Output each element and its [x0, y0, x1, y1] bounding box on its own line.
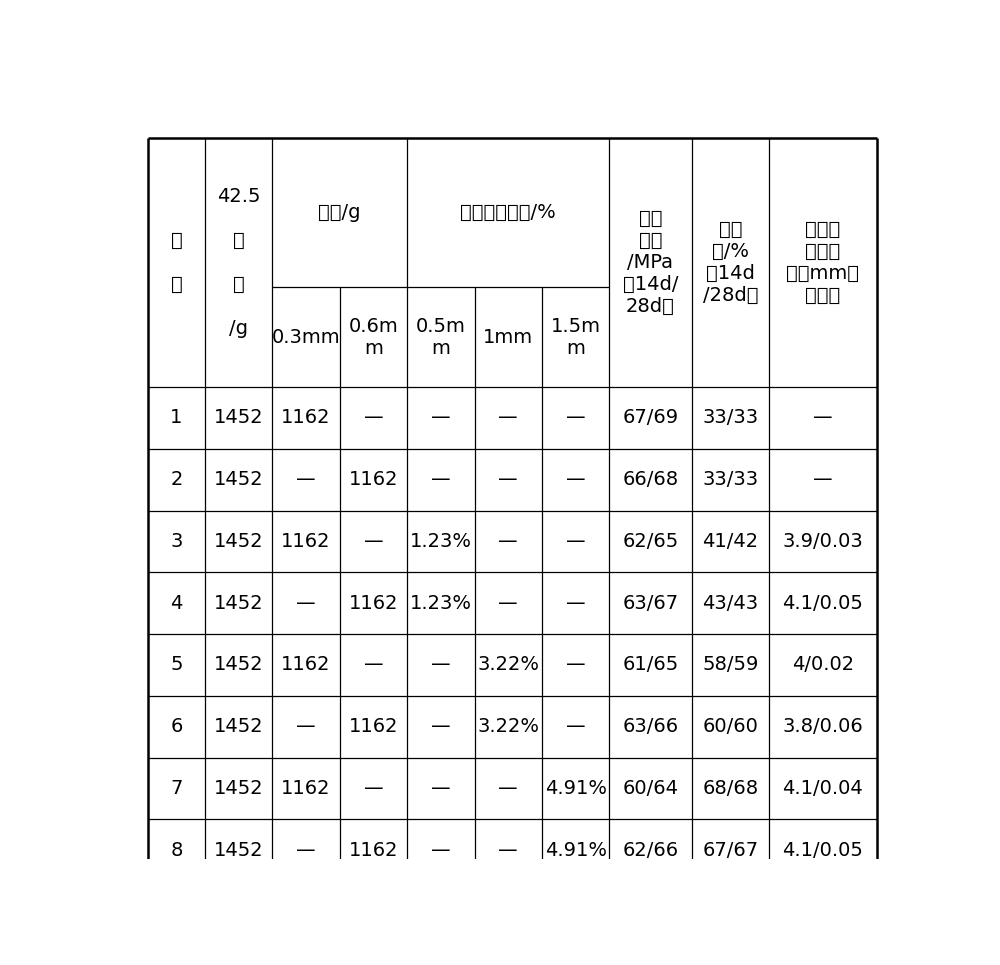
Text: —: —	[296, 841, 316, 860]
Text: 1452: 1452	[214, 470, 263, 489]
Text: —: —	[364, 655, 383, 675]
Text: 4: 4	[170, 593, 183, 613]
Text: 4.1/0.04: 4.1/0.04	[783, 779, 863, 798]
Text: 62/65: 62/65	[622, 532, 679, 551]
Text: 60/64: 60/64	[622, 779, 678, 798]
Text: —: —	[566, 593, 585, 613]
Text: 0.5m
m: 0.5m m	[416, 317, 466, 358]
Text: 1452: 1452	[214, 841, 263, 860]
Text: 33/33: 33/33	[702, 408, 758, 427]
Text: —: —	[296, 593, 316, 613]
Text: 33/33: 33/33	[702, 470, 758, 489]
Text: 1.5m
m: 1.5m m	[551, 317, 601, 358]
Text: 1452: 1452	[214, 717, 263, 736]
Text: 68/68: 68/68	[702, 779, 758, 798]
Text: 光纤体积渗量/%: 光纤体积渗量/%	[460, 204, 556, 222]
Text: —: —	[364, 779, 383, 798]
Text: —: —	[566, 470, 585, 489]
Text: 4/0.02: 4/0.02	[792, 655, 854, 675]
Text: 1162: 1162	[349, 593, 398, 613]
Text: 2: 2	[170, 470, 183, 489]
Text: —: —	[813, 470, 833, 489]
Text: 1452: 1452	[214, 593, 263, 613]
Text: 1.23%: 1.23%	[410, 593, 472, 613]
Text: 1.23%: 1.23%	[410, 532, 472, 551]
Text: 1162: 1162	[349, 841, 398, 860]
Text: 42.5

水

泥

/g: 42.5 水 泥 /g	[217, 187, 260, 338]
Text: —: —	[498, 470, 518, 489]
Text: —: —	[431, 470, 451, 489]
Text: 41/42: 41/42	[702, 532, 758, 551]
Text: 4.91%: 4.91%	[545, 841, 607, 860]
Text: —: —	[566, 717, 585, 736]
Text: 0.3mm: 0.3mm	[272, 328, 340, 346]
Text: —: —	[431, 717, 451, 736]
Text: 4.91%: 4.91%	[545, 779, 607, 798]
Text: 编

号: 编 号	[171, 231, 182, 294]
Text: 1452: 1452	[214, 408, 263, 427]
Text: 67/69: 67/69	[622, 408, 679, 427]
Text: 8: 8	[170, 841, 183, 860]
Text: 1162: 1162	[349, 717, 398, 736]
Text: —: —	[431, 655, 451, 675]
Text: 4.1/0.05: 4.1/0.05	[782, 593, 863, 613]
Text: —: —	[498, 841, 518, 860]
Text: 1162: 1162	[281, 408, 331, 427]
Text: 67/67: 67/67	[702, 841, 758, 860]
Text: —: —	[431, 779, 451, 798]
Text: —: —	[813, 408, 833, 427]
Text: 66/68: 66/68	[622, 470, 679, 489]
Text: 60/60: 60/60	[702, 717, 758, 736]
Text: 集料/g: 集料/g	[318, 204, 361, 222]
Text: —: —	[364, 408, 383, 427]
Text: —: —	[296, 470, 316, 489]
Text: 61/65: 61/65	[622, 655, 679, 675]
Text: 3.8/0.06: 3.8/0.06	[783, 717, 863, 736]
Text: 62/66: 62/66	[622, 841, 679, 860]
Text: —: —	[498, 532, 518, 551]
Text: 5: 5	[170, 655, 183, 675]
Text: 7: 7	[170, 779, 183, 798]
Text: —: —	[498, 593, 518, 613]
Text: 1162: 1162	[281, 655, 331, 675]
Text: —: —	[364, 532, 383, 551]
Text: 1162: 1162	[349, 470, 398, 489]
Text: —: —	[498, 779, 518, 798]
Text: 3.9/0.03: 3.9/0.03	[783, 532, 863, 551]
Text: 1162: 1162	[281, 532, 331, 551]
Text: 3: 3	[170, 532, 183, 551]
Text: 1452: 1452	[214, 779, 263, 798]
Text: 3.22%: 3.22%	[477, 717, 539, 736]
Text: —: —	[566, 655, 585, 675]
Text: 58/59: 58/59	[702, 655, 758, 675]
Text: 1mm: 1mm	[483, 328, 533, 346]
Text: —: —	[431, 408, 451, 427]
Text: 63/67: 63/67	[622, 593, 679, 613]
Text: 0.6m
m: 0.6m m	[349, 317, 398, 358]
Text: 1: 1	[170, 408, 183, 427]
Text: 3.22%: 3.22%	[477, 655, 539, 675]
Text: 1162: 1162	[281, 779, 331, 798]
Text: 63/66: 63/66	[622, 717, 679, 736]
Text: —: —	[566, 532, 585, 551]
Text: —: —	[498, 408, 518, 427]
Text: 抗压
强度
/MPa
（14d/
28d）: 抗压 强度 /MPa （14d/ 28d）	[623, 209, 678, 317]
Text: 1452: 1452	[214, 655, 263, 675]
Text: 透光
率/%
（14d
/28d）: 透光 率/% （14d /28d）	[703, 220, 758, 305]
Text: 光纤间
距平均
值（mm）
及方差: 光纤间 距平均 值（mm） 及方差	[786, 220, 859, 305]
Text: 1452: 1452	[214, 532, 263, 551]
Text: —: —	[431, 841, 451, 860]
Text: —: —	[296, 717, 316, 736]
Text: —: —	[566, 408, 585, 427]
Text: 4.1/0.05: 4.1/0.05	[782, 841, 863, 860]
Text: 6: 6	[170, 717, 183, 736]
Text: 43/43: 43/43	[702, 593, 758, 613]
